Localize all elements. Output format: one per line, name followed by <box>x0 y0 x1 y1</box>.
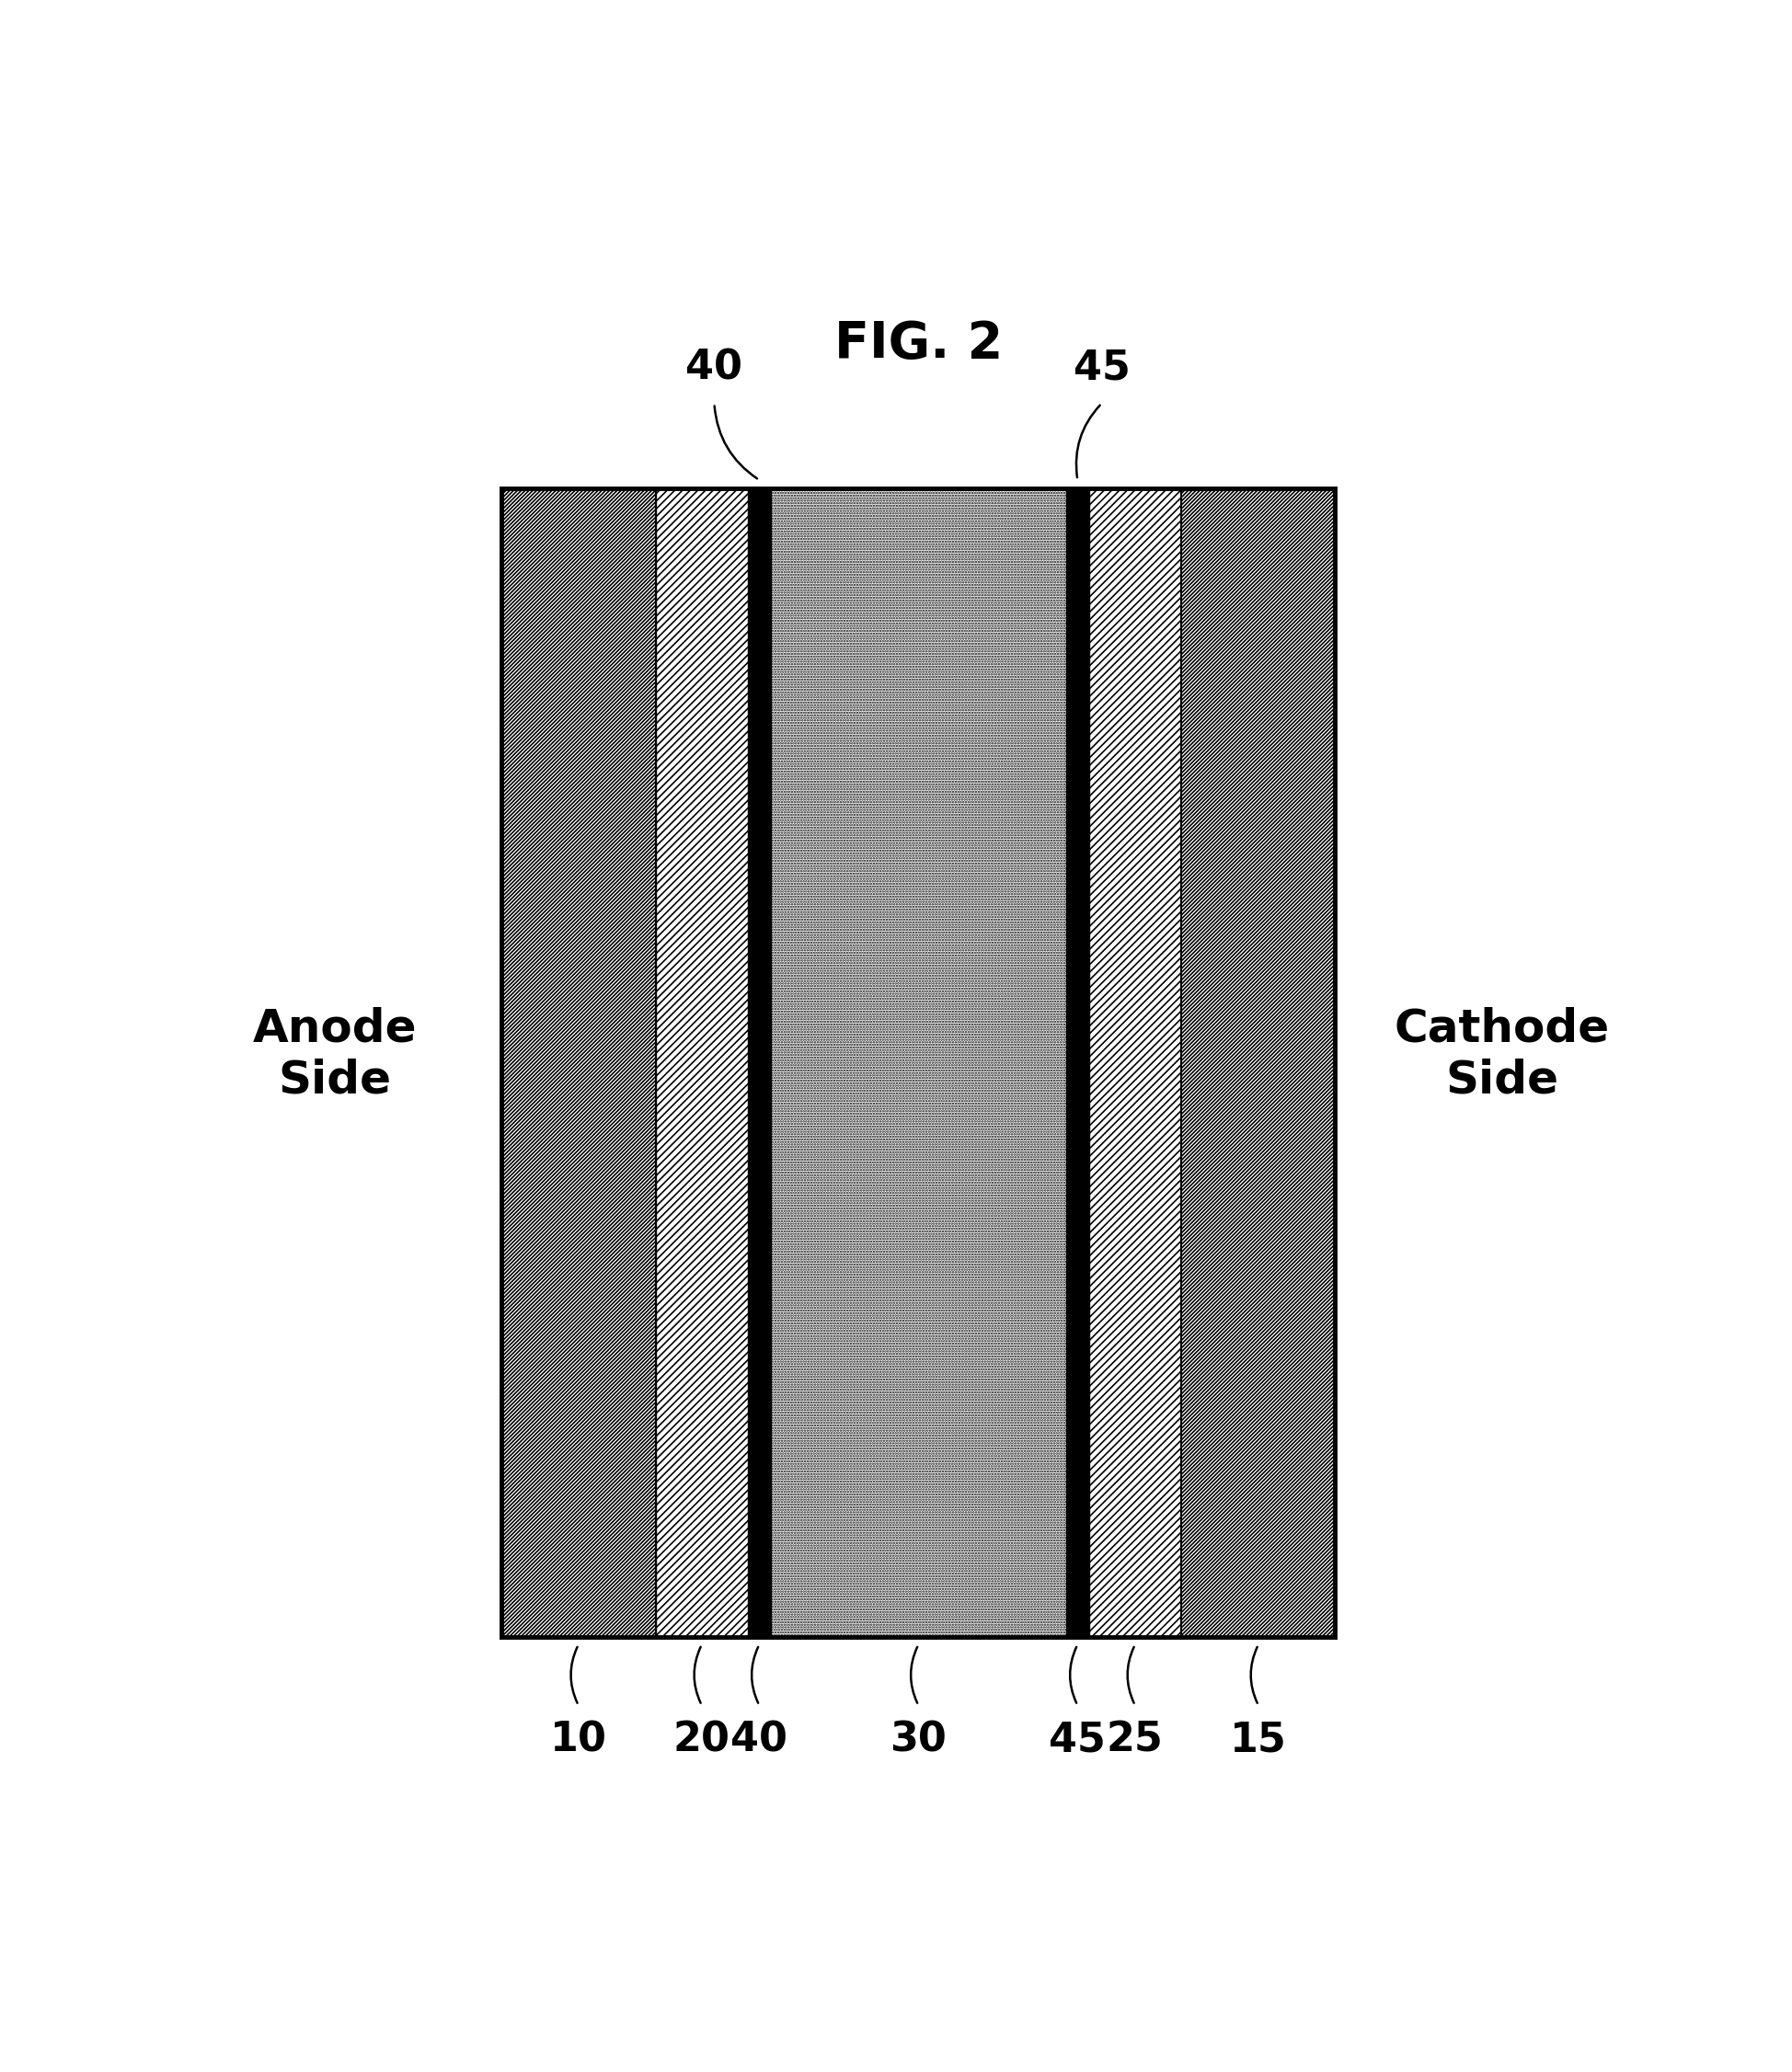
Text: 10: 10 <box>550 1720 607 1759</box>
Text: Anode
Side: Anode Side <box>253 1007 418 1102</box>
Text: 45: 45 <box>1073 348 1131 387</box>
Text: 40: 40 <box>686 348 742 387</box>
Bar <box>1090 487 1181 1637</box>
Bar <box>1181 487 1335 1637</box>
Text: FIG. 2: FIG. 2 <box>833 319 1004 369</box>
Bar <box>771 487 1066 1637</box>
Text: 25: 25 <box>1107 1720 1163 1759</box>
Text: 45: 45 <box>1048 1720 1106 1759</box>
Text: Cathode
Side: Cathode Side <box>1394 1007 1609 1102</box>
Text: 30: 30 <box>891 1720 946 1759</box>
Bar <box>1066 487 1090 1637</box>
Text: 20: 20 <box>674 1720 731 1759</box>
Bar <box>502 487 656 1637</box>
Bar <box>747 487 771 1637</box>
Bar <box>502 487 1335 1637</box>
Text: 15: 15 <box>1229 1720 1287 1759</box>
Text: 40: 40 <box>731 1720 788 1759</box>
Bar <box>656 487 747 1637</box>
